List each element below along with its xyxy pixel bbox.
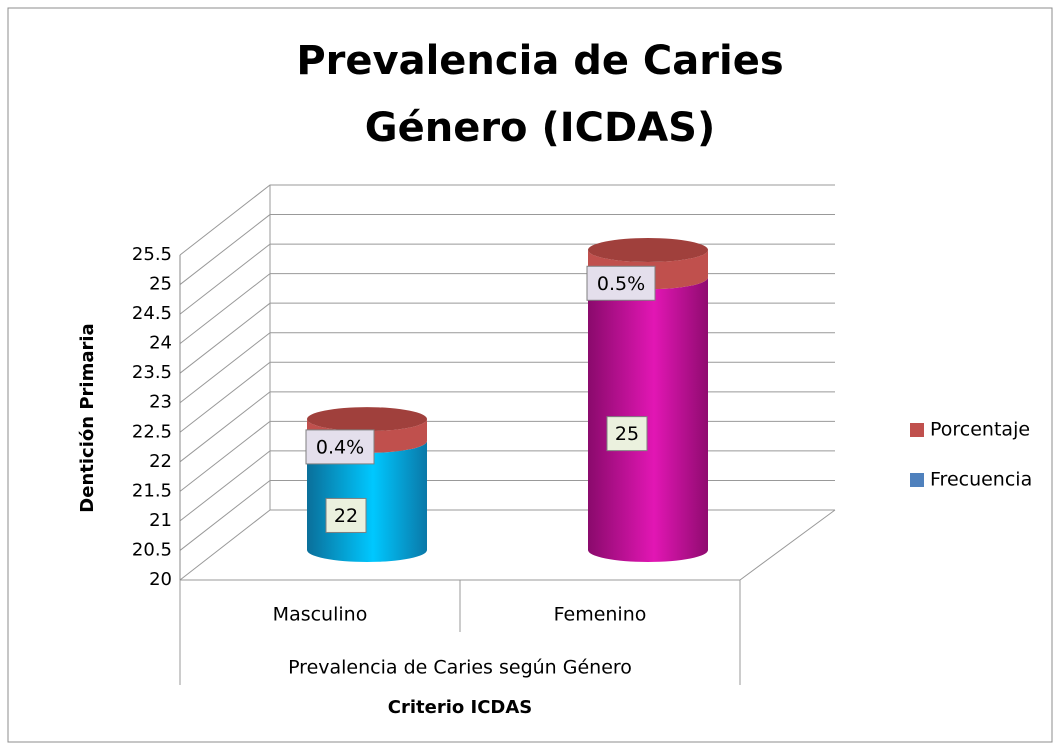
chart-title: Género (ICDAS) — [365, 105, 715, 151]
data-label-box — [325, 497, 367, 533]
cylinder-top — [588, 238, 708, 262]
legend-label: Frecuencia — [930, 469, 1032, 491]
legend-label: Porcentaje — [930, 419, 1030, 441]
y-tick-label: 23.5 — [132, 362, 172, 383]
data-label: 0.5% — [597, 273, 645, 295]
y-tick-label: 22.5 — [132, 421, 172, 442]
y-tick-label: 24.5 — [132, 303, 172, 324]
legend-swatch — [910, 423, 924, 437]
data-label-box — [606, 416, 648, 452]
grid-line — [179, 184, 835, 256]
y-tick-label: 20.5 — [132, 539, 172, 560]
y-tick-label: 25 — [149, 274, 172, 295]
axis-frame — [179, 509, 836, 685]
y-tick-label: 23 — [149, 392, 172, 413]
y-tick-label: 25.5 — [132, 244, 172, 265]
chart-border — [7, 7, 1053, 743]
x-axis-title: Criterio ICDAS — [388, 697, 533, 718]
data-label: 0.4% — [316, 436, 364, 458]
y-tick-label: 21.5 — [132, 480, 172, 501]
cylinder-top — [307, 407, 427, 432]
cylinder — [588, 277, 708, 562]
x-group-label: Prevalencia de Caries según Género — [288, 657, 632, 679]
y-tick-label: 22 — [149, 451, 172, 472]
grid-line — [179, 214, 835, 285]
data-label-box — [305, 429, 375, 465]
y-axis-title: Dentición Primaria — [77, 323, 98, 512]
data-label-box — [586, 265, 656, 301]
data-label: 22 — [334, 505, 358, 527]
chart-title: Prevalencia de Caries — [296, 38, 783, 84]
legend-swatch — [910, 473, 924, 487]
y-tick-label: 20 — [149, 569, 172, 590]
x-tick-label: Masculino — [273, 604, 368, 626]
x-tick-label: Femenino — [554, 604, 647, 626]
data-label: 25 — [615, 423, 639, 445]
y-tick-label: 24 — [149, 333, 172, 354]
y-tick-label: 21 — [149, 510, 172, 531]
